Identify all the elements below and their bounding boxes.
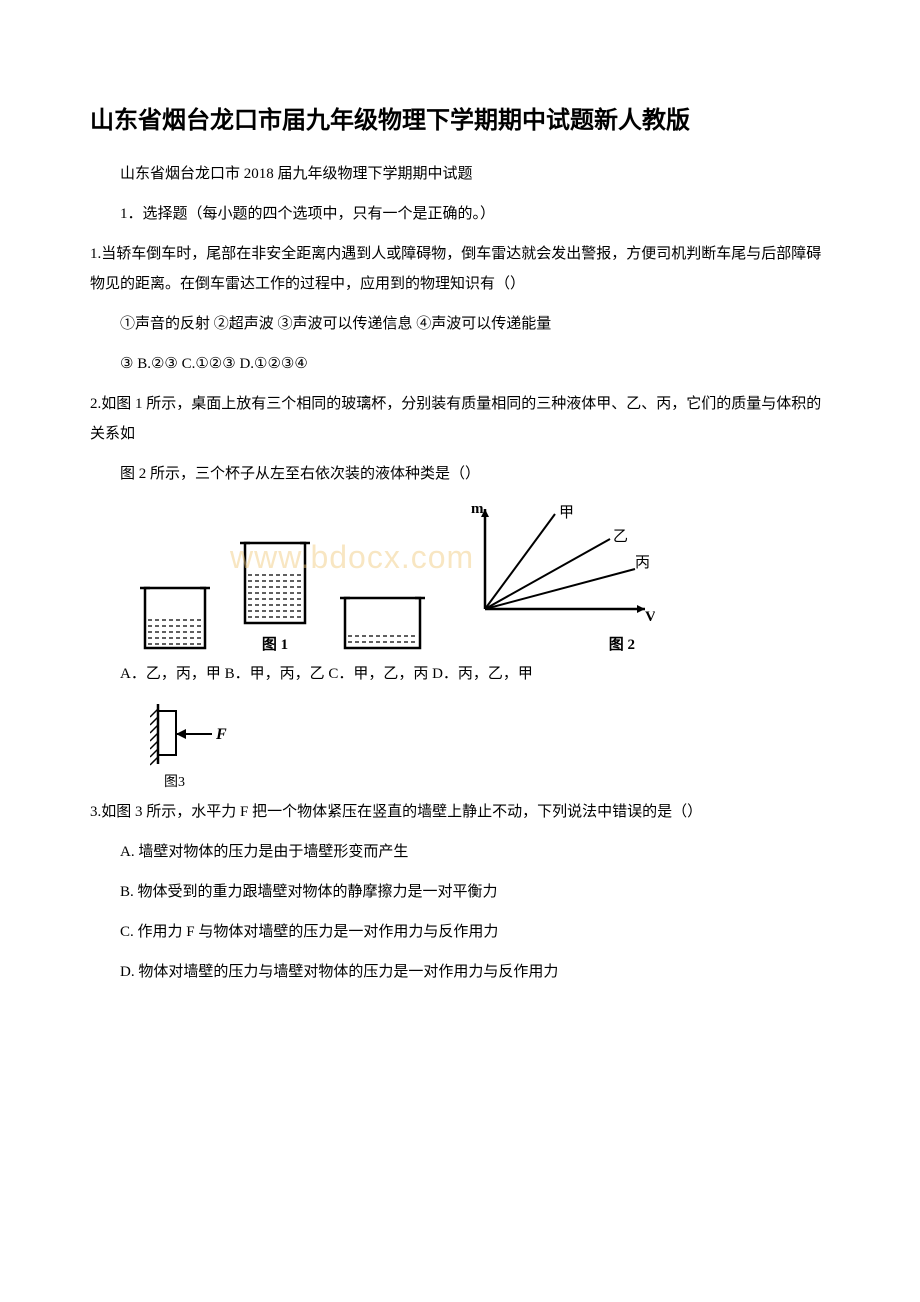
svg-text:F: F <box>215 726 227 743</box>
fig2-label: 图 2 <box>455 633 635 654</box>
figure-row: www.bdocx.com <box>90 499 830 654</box>
q2-choices: A．乙，丙，甲 B．甲，丙，乙 C．甲，乙，丙 D．丙，乙，甲 <box>90 659 830 689</box>
svg-text:甲: 甲 <box>559 505 574 521</box>
section-heading: 1．选择题（每小题的四个选项中，只有一个是正确的。） <box>90 199 830 229</box>
q3-option-d: D. 物体对墙壁的压力与墙壁对物体的压力是一对作用力与反作用力 <box>90 957 830 987</box>
svg-text:丙: 丙 <box>635 555 650 571</box>
svg-text:乙: 乙 <box>613 529 628 545</box>
q2-text: 2.如图 1 所示，桌面上放有三个相同的玻璃杯，分别装有质量相同的三种液体甲、乙… <box>90 389 830 449</box>
svg-text:m: m <box>471 501 484 517</box>
subtitle: 山东省烟台龙口市 2018 届九年级物理下学期期中试题 <box>90 159 830 189</box>
fig1-label: 图 1 <box>240 633 310 654</box>
beaker-group: 图 1 <box>140 535 425 654</box>
fig3-label: 图3 <box>164 771 830 791</box>
q3-option-a: A. 墙壁对物体的压力是由于墙壁形变而产生 <box>90 837 830 867</box>
figure3: F 图3 <box>150 699 830 791</box>
beaker-2: 图 1 <box>240 535 310 654</box>
q1-choices: ③ B.②③ C.①②③ D.①②③④ <box>90 349 830 379</box>
q1-text: 1.当轿车倒车时，尾部在非安全距离内遇到人或障碍物，倒车雷达就会发出警报，方便司… <box>90 239 830 299</box>
beaker-3 <box>340 590 425 654</box>
q3-option-c: C. 作用力 F 与物体对墙壁的压力是一对作用力与反作用力 <box>90 917 830 947</box>
q3-option-b: B. 物体受到的重力跟墙壁对物体的静摩擦力是一对平衡力 <box>90 877 830 907</box>
q3-text: 3.如图 3 所示，水平力 F 把一个物体紧压在竖直的墙壁上静止不动，下列说法中… <box>90 797 830 827</box>
svg-text:V: V <box>645 609 655 625</box>
beaker-1 <box>140 580 210 654</box>
graph-fig2: m V 甲 乙 丙 图 2 <box>455 499 655 654</box>
q1-options-line: ①声音的反射 ②超声波 ③声波可以传递信息 ④声波可以传递能量 <box>90 309 830 339</box>
page-title: 山东省烟台龙口市届九年级物理下学期期中试题新人教版 <box>90 100 830 135</box>
q2-text2: 图 2 所示，三个杯子从左至右依次装的液体种类是（） <box>90 459 830 489</box>
